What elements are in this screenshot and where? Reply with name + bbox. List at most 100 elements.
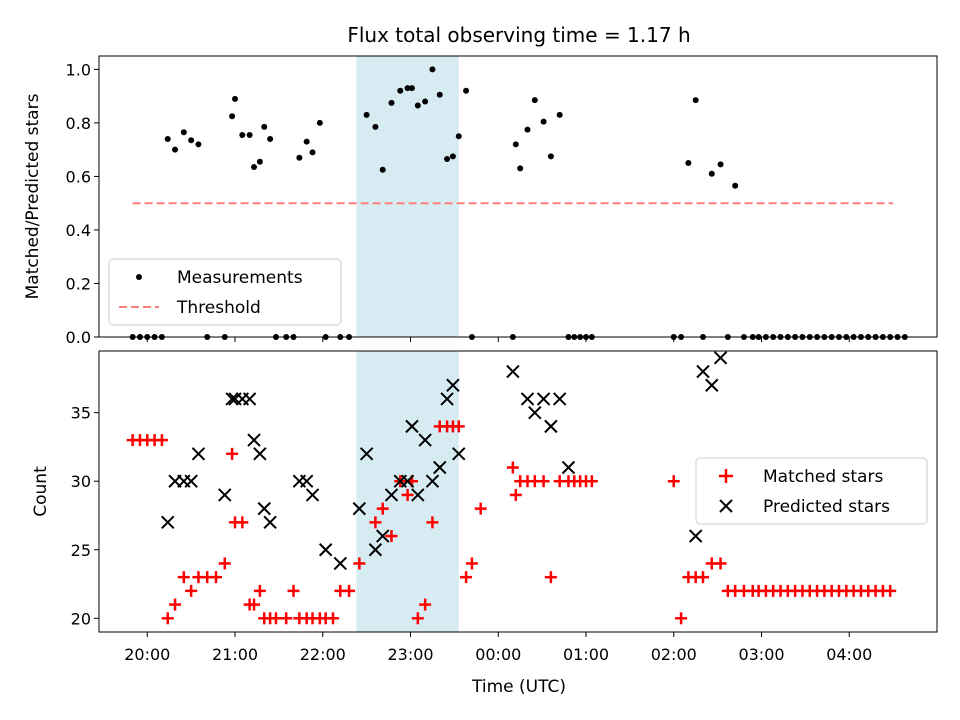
predicted-star-point [418,433,432,447]
matched-star-point [209,571,222,584]
predicted-star-point [257,501,271,516]
predicted-star-point [411,488,425,502]
x-tick-label: 21:00 [212,645,258,664]
measurement-point [708,170,715,177]
y-tick-label: 30 [71,472,91,491]
predicted-star-point [713,351,728,365]
matched-star-point [326,612,339,625]
matched-star-point [419,598,432,611]
predicted-star-point [506,364,520,379]
y-tick-label: 0.2 [66,274,91,293]
legend-predicted-label: Predicted stars [763,497,890,517]
measurement-point [180,129,187,136]
measurement-point [172,146,179,153]
top-axes-frame [98,55,938,338]
matched-star-point [411,612,424,625]
measurement-point [692,97,699,104]
matched-stars-points [126,420,897,625]
measurement-point [303,138,310,145]
measurement-point [309,149,316,156]
measurement-point [164,135,171,142]
measurement-point [316,119,323,126]
legend-matched-marker [719,469,733,483]
x-tick-label: 23:00 [387,645,433,664]
matched-star-point [269,612,282,625]
predicted-star-point [405,419,419,434]
chart-title: Flux total observing time = 1.17 h [347,23,690,47]
predicted-star-point [552,392,567,406]
measurement-point [512,141,519,148]
matched-star-point [465,557,478,570]
measurement-point [267,135,274,142]
matched-star-point [401,488,414,501]
measurement-point [195,141,202,148]
measurement-point [732,182,739,189]
measurement-point [436,91,443,98]
legend-matched-label: Matched stars [763,467,883,487]
matched-star-point [155,434,168,447]
measurement-point [379,166,386,173]
predicted-star-point [696,364,710,379]
predicted-star-point [440,392,454,406]
predicted-star-point [425,474,440,488]
measurement-point [463,87,470,94]
x-tick-label: 01:00 [563,645,609,664]
matched-star-point [537,475,550,488]
matched-star-point [253,584,266,597]
matched-star-point [426,516,439,529]
x-tick-label: 20:00 [124,645,170,664]
y-tick-label: 35 [71,404,91,423]
predicted-star-point [400,474,415,488]
measurement-points [129,66,908,340]
matched-star-point [248,598,261,611]
predicted-star-point [318,543,333,557]
matched-star-point [506,461,519,474]
measurement-point [556,111,563,118]
matched-star-point [385,530,398,543]
measurement-point [232,95,239,102]
matched-star-point [544,571,557,584]
measurement-point [246,131,253,138]
predicted-star-point [561,460,576,475]
bottom-legend: Matched stars Predicted stars [695,457,928,525]
predicted-star-point [184,474,198,488]
matched-star-point [474,502,487,515]
y-tick-label: 20 [71,609,91,628]
top-axes: 0.0 0.2 0.4 0.6 0.8 1.0 Matched/Predicted sta… [23,55,938,347]
bottom-x-ticks: 20:00 21:00 22:00 23:00 00:00 01:00 02:00 03:00… [124,632,872,664]
matched-star-point [169,598,182,611]
legend-measurement-marker [136,274,142,280]
y-tick-label: 1.0 [66,60,91,79]
measurement-point [363,111,370,118]
predicted-star-point [191,447,206,461]
measurement-point [404,85,411,92]
matched-star-point [452,420,465,433]
x-tick-label: 00:00 [475,645,521,664]
matched-star-point [667,475,680,488]
y-tick-label: 25 [71,541,91,560]
measurement-point [422,98,429,105]
matched-star-point [353,557,366,570]
matched-star-point [714,557,727,570]
bottom-axes: 20 25 30 35 20:00 21:00 22:00 23:00 00:00 01:00 0… [31,350,938,697]
predicted-star-point [253,447,267,461]
matched-star-point [177,571,190,584]
matched-star-point [697,571,710,584]
matched-star-point [509,488,522,501]
predicted-star-point [359,447,374,461]
top-x-ticks [146,337,850,342]
y-tick-label: 0.8 [66,114,91,133]
measurement-point [517,165,524,172]
measurement-point [256,158,263,165]
matched-star-point [585,475,598,488]
bottom-y-ticks: 20 25 30 35 [71,404,99,628]
predicted-star-point [247,433,261,447]
measurement-point [296,154,303,161]
predicted-star-point [352,501,367,516]
predicted-star-point [433,460,447,475]
matched-star-point [376,502,389,515]
matched-star-point [884,584,897,597]
predicted-star-point [452,447,466,461]
matched-star-point [675,612,688,625]
